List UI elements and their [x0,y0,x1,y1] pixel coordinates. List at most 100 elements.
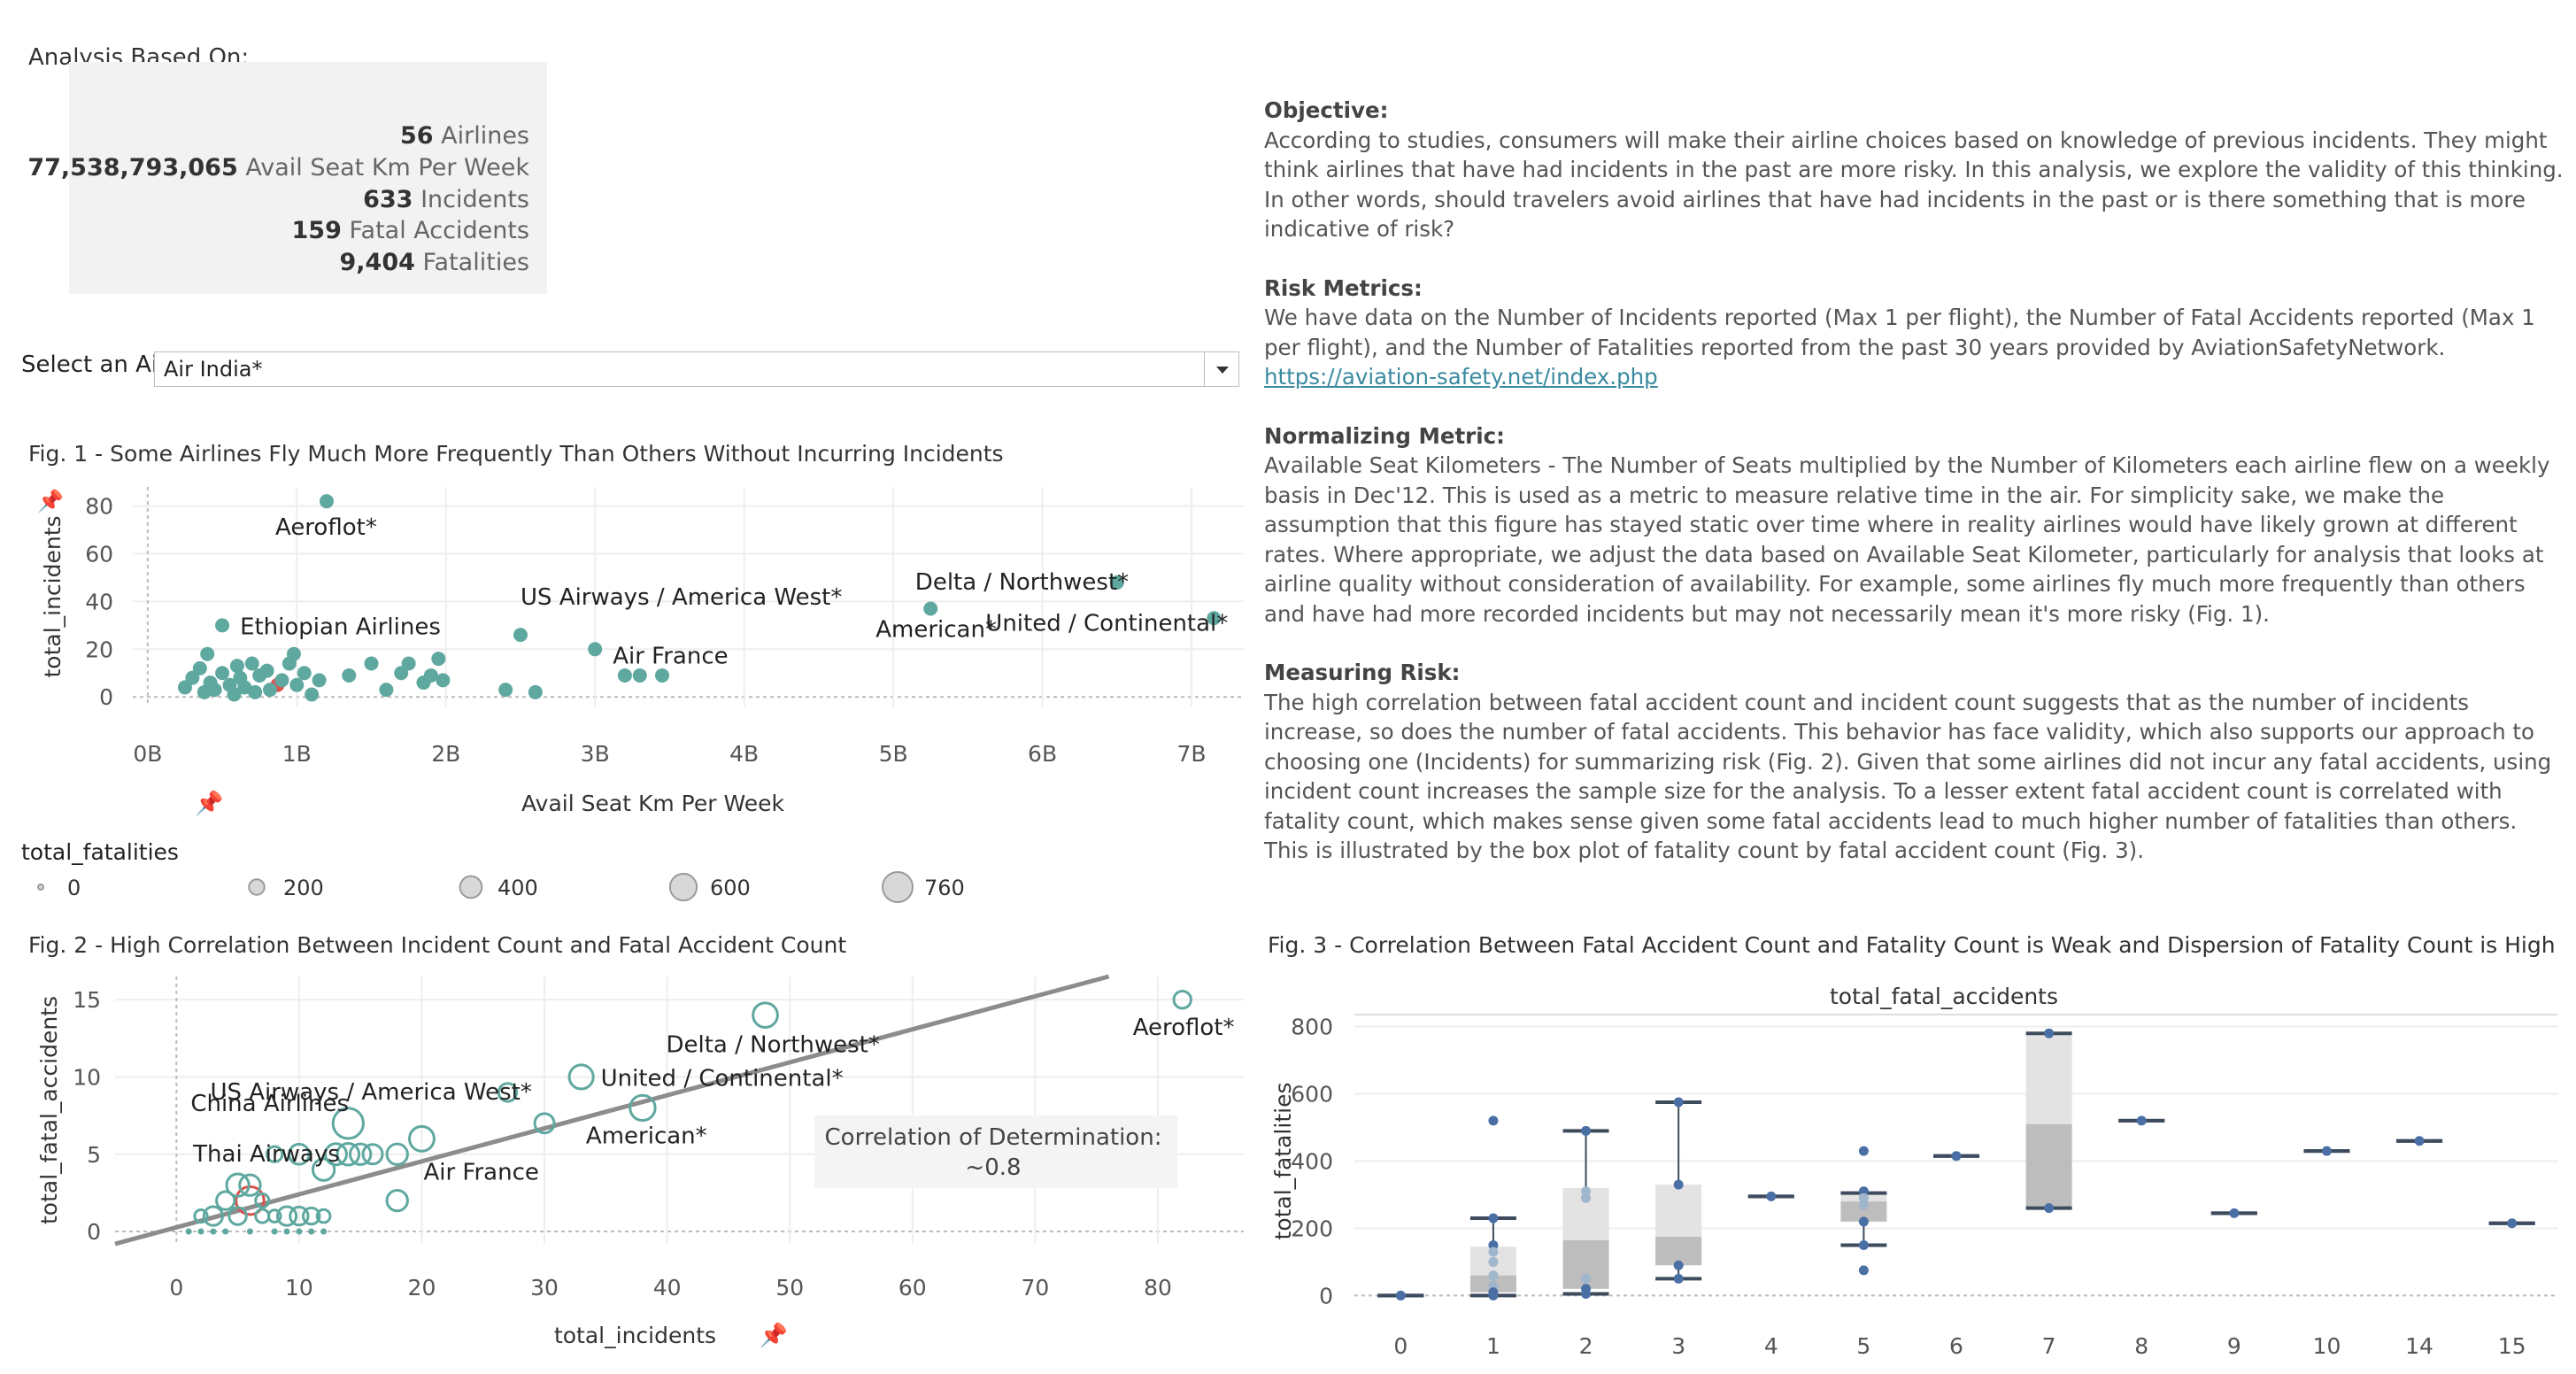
data-point [2229,1208,2240,1218]
point-label: Air France [613,643,728,669]
data-point [408,1124,436,1153]
summary-fatal-accidents: 159 Fatal Accidents [292,217,529,244]
data-point [229,659,244,674]
data-point [1488,1115,1499,1126]
legend-symbol [668,872,698,902]
risk-metrics-body: We have data on the Number of Incidents … [1264,305,2535,360]
data-point [228,1206,248,1226]
data-point [288,1142,311,1166]
fig3-title: Fig. 3 - Correlation Between Fatal Accid… [1268,932,2556,958]
data-point [1488,1280,1499,1291]
x-tick-label: 60 [899,1275,927,1301]
y-tick-label: 600 [1291,1082,1333,1108]
x-tick-label: 3B [581,741,610,767]
data-point [1207,611,1222,626]
x-tick-label: 30 [530,1275,559,1301]
data-point [254,1193,271,1209]
x-tick-label: 1B [282,741,312,767]
x-tick-label: 70 [1021,1275,1049,1301]
point-label: China Airlines [190,1091,349,1117]
top-axis-label: total_fatal_accidents [1830,984,2058,1009]
point-label: American* [586,1123,707,1149]
data-point [567,1063,595,1091]
data-point [311,1157,336,1182]
y-tick-label: 0 [87,1219,101,1245]
data-point [193,1208,209,1224]
data-point [283,1228,290,1235]
data-point [323,1142,348,1167]
airline-select[interactable]: Air India* [154,351,1239,387]
data-point [289,1205,310,1227]
data-point [222,1228,229,1235]
box-lower [2025,1123,2072,1208]
data-point [308,1228,315,1235]
x-tick-label: 4 [1764,1333,1778,1359]
data-point [248,684,263,699]
data-point [1858,1146,1869,1156]
y-tick-label: 400 [1291,1149,1333,1175]
data-point [1488,1290,1499,1301]
legend-label: 200 [283,876,324,900]
measuring-risk-title: Measuring Risk: [1264,660,1461,685]
data-point [225,1172,251,1198]
data-point [266,1145,284,1163]
data-point [342,668,357,683]
x-tick-label: 7 [2042,1333,2056,1359]
data-point [215,666,230,681]
pin-icon: 📌 [37,488,64,513]
data-point [200,646,215,661]
data-point [312,673,327,688]
data-point [533,1112,556,1135]
data-point [185,1228,192,1235]
data-point [271,1228,278,1235]
data-point [436,673,451,688]
summary-airlines: 56 Airlines [400,122,529,150]
fig1-scatter-chart: 0 20 40 60 80 0B 1B 2B 3B 4B 5B 6B 7B Avail Seat Km P… [37,487,1244,817]
summary-label: Fatal Accidents [349,217,529,244]
point-label: Aeroflot* [275,514,377,541]
data-point [394,666,409,681]
data-point [588,642,603,657]
data-point [1673,1260,1684,1270]
summary-incidents: 633 Incidents [363,186,529,213]
data-point [349,1142,373,1166]
data-point [335,1141,361,1167]
data-point [1858,1239,1869,1250]
legend-label: 400 [497,876,538,900]
data-point [1488,1213,1499,1223]
x-tick-label: 10 [285,1275,313,1301]
x-tick-label: 6 [1949,1333,1963,1359]
trend-line [114,974,1110,1247]
fig2-scatter-chart: 0 5 10 15 0 10 20 30 40 50 60 70 80 total_incidents 📌 t… [36,974,1244,1349]
point-label: Ethiopian Airlines [240,614,441,640]
data-point [1858,1193,1869,1203]
legend-symbol [248,878,266,896]
summary-label: Incidents [420,186,529,213]
point-label: Air France [423,1159,538,1185]
y-tick-label: 5 [87,1142,101,1168]
y-tick-label: 200 [1291,1216,1333,1241]
data-point [297,666,312,681]
data-point [319,494,334,509]
y-tick-label: 800 [1291,1015,1333,1040]
data-point [1581,1193,1592,1203]
data-point [197,1228,204,1235]
data-point [1766,1191,1777,1201]
data-point [262,683,277,698]
data-point [1488,1247,1499,1257]
data-point [2507,1218,2518,1229]
normalizing-metric-title: Normalizing Metric: [1264,422,1505,449]
data-point [202,1205,224,1227]
point-label: Delta / Northwest* [667,1032,880,1059]
data-point [1581,1273,1592,1284]
aviation-safety-link[interactable]: https://aviation-safety.net/index.php [1264,364,1658,390]
point-label: Aeroflot* [1133,1015,1235,1041]
legend-symbol [882,871,914,903]
data-point [629,1093,657,1123]
data-point [302,1206,321,1226]
data-point [655,668,670,683]
chevron-down-icon[interactable] [1204,352,1238,386]
fig3-box-chart: total_fatal_accidents 0 200 400 600 800 total_… [1270,984,2558,1359]
y-tick-label: 10 [73,1064,101,1090]
x-tick-label: 6B [1028,741,1057,767]
